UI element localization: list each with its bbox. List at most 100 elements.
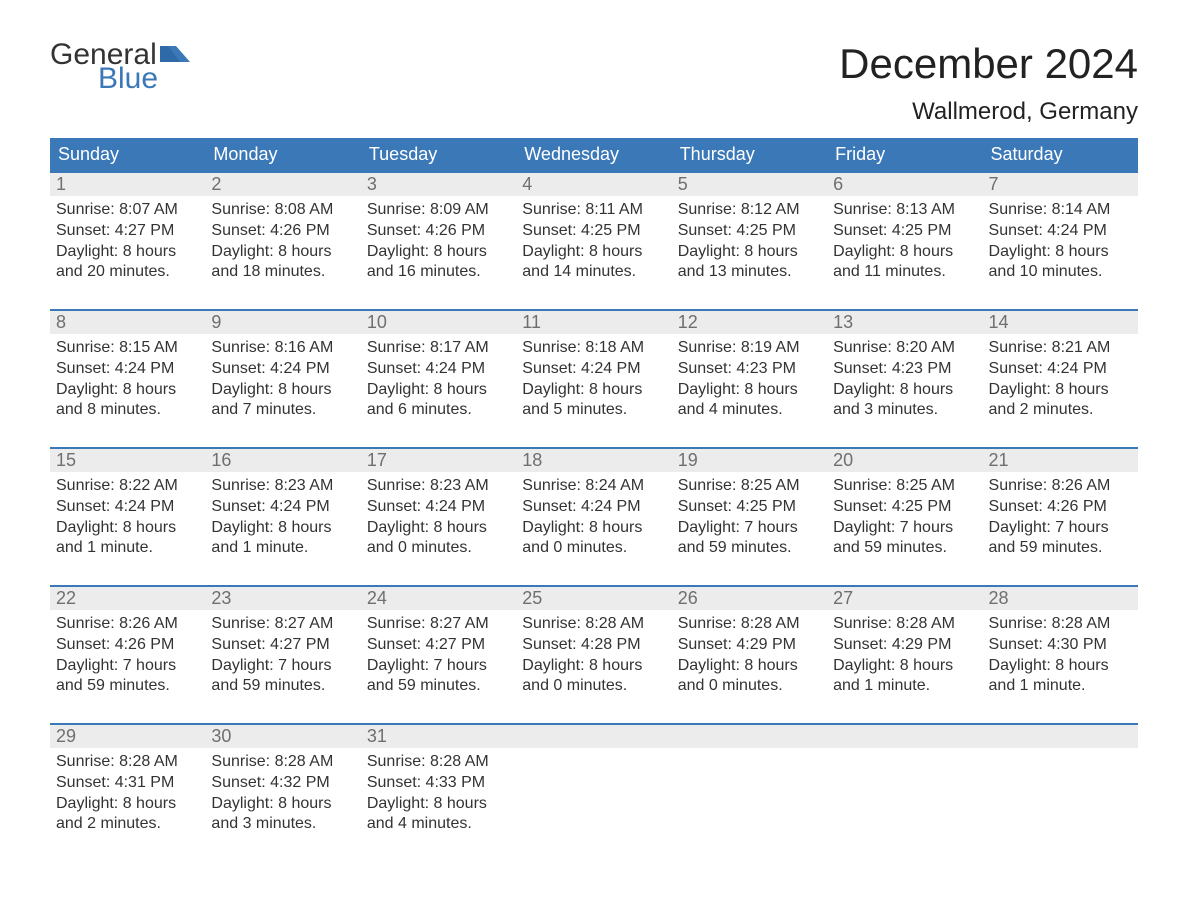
day-content: Sunrise: 8:28 AMSunset: 4:33 PMDaylight:…: [361, 748, 516, 835]
sunset-line: Sunset: 4:23 PM: [833, 359, 976, 380]
sunset-line: Sunset: 4:24 PM: [56, 359, 199, 380]
sunset-line: Sunset: 4:24 PM: [522, 359, 665, 380]
daylight-line: Daylight: 8 hours and 3 minutes.: [211, 794, 354, 836]
daylight-line: Daylight: 8 hours and 3 minutes.: [833, 380, 976, 422]
day-cell: 31Sunrise: 8:28 AMSunset: 4:33 PMDayligh…: [361, 725, 516, 843]
sunrise-line: Sunrise: 8:28 AM: [833, 614, 976, 635]
sunset-line: Sunset: 4:26 PM: [367, 221, 510, 242]
sunrise-line: Sunrise: 8:28 AM: [56, 752, 199, 773]
day-cell: 4Sunrise: 8:11 AMSunset: 4:25 PMDaylight…: [516, 173, 671, 291]
day-number: 14: [983, 311, 1138, 334]
daylight-line: Daylight: 8 hours and 13 minutes.: [678, 242, 821, 284]
daylight-line: Daylight: 8 hours and 1 minute.: [833, 656, 976, 698]
sunrise-line: Sunrise: 8:19 AM: [678, 338, 821, 359]
daylight-line: Daylight: 8 hours and 0 minutes.: [522, 656, 665, 698]
day-content: Sunrise: 8:27 AMSunset: 4:27 PMDaylight:…: [361, 610, 516, 697]
day-number: 23: [205, 587, 360, 610]
day-number: 25: [516, 587, 671, 610]
day-number: 13: [827, 311, 982, 334]
sunset-line: Sunset: 4:24 PM: [56, 497, 199, 518]
day-cell: 8Sunrise: 8:15 AMSunset: 4:24 PMDaylight…: [50, 311, 205, 429]
sunrise-line: Sunrise: 8:20 AM: [833, 338, 976, 359]
day-content: Sunrise: 8:28 AMSunset: 4:30 PMDaylight:…: [983, 610, 1138, 697]
sunrise-line: Sunrise: 8:25 AM: [678, 476, 821, 497]
day-cell: 27Sunrise: 8:28 AMSunset: 4:29 PMDayligh…: [827, 587, 982, 705]
sunset-line: Sunset: 4:24 PM: [211, 497, 354, 518]
sunrise-line: Sunrise: 8:21 AM: [989, 338, 1132, 359]
day-cell: 7Sunrise: 8:14 AMSunset: 4:24 PMDaylight…: [983, 173, 1138, 291]
daylight-line: Daylight: 8 hours and 4 minutes.: [678, 380, 821, 422]
day-content: Sunrise: 8:07 AMSunset: 4:27 PMDaylight:…: [50, 196, 205, 283]
weekday-header-cell: Monday: [205, 138, 360, 173]
day-number: 2: [205, 173, 360, 196]
sunset-line: Sunset: 4:25 PM: [833, 497, 976, 518]
day-cell: .: [983, 725, 1138, 843]
sunrise-line: Sunrise: 8:28 AM: [211, 752, 354, 773]
day-number: 8: [50, 311, 205, 334]
sunrise-line: Sunrise: 8:23 AM: [367, 476, 510, 497]
sunrise-line: Sunrise: 8:13 AM: [833, 200, 976, 221]
daylight-line: Daylight: 7 hours and 59 minutes.: [678, 518, 821, 560]
day-content: Sunrise: 8:26 AMSunset: 4:26 PMDaylight:…: [983, 472, 1138, 559]
sunset-line: Sunset: 4:25 PM: [678, 221, 821, 242]
day-cell: 26Sunrise: 8:28 AMSunset: 4:29 PMDayligh…: [672, 587, 827, 705]
weekday-header-cell: Tuesday: [361, 138, 516, 173]
day-content: Sunrise: 8:23 AMSunset: 4:24 PMDaylight:…: [361, 472, 516, 559]
day-number: 29: [50, 725, 205, 748]
daylight-line: Daylight: 8 hours and 0 minutes.: [678, 656, 821, 698]
week-row: 29Sunrise: 8:28 AMSunset: 4:31 PMDayligh…: [50, 723, 1138, 843]
daylight-line: Daylight: 8 hours and 18 minutes.: [211, 242, 354, 284]
day-number: 3: [361, 173, 516, 196]
sunset-line: Sunset: 4:24 PM: [989, 359, 1132, 380]
daylight-line: Daylight: 8 hours and 0 minutes.: [522, 518, 665, 560]
sunrise-line: Sunrise: 8:24 AM: [522, 476, 665, 497]
day-number: 24: [361, 587, 516, 610]
day-cell: 10Sunrise: 8:17 AMSunset: 4:24 PMDayligh…: [361, 311, 516, 429]
sunrise-line: Sunrise: 8:16 AM: [211, 338, 354, 359]
day-number: 1: [50, 173, 205, 196]
day-content: Sunrise: 8:17 AMSunset: 4:24 PMDaylight:…: [361, 334, 516, 421]
day-content: Sunrise: 8:28 AMSunset: 4:31 PMDaylight:…: [50, 748, 205, 835]
day-content: Sunrise: 8:25 AMSunset: 4:25 PMDaylight:…: [827, 472, 982, 559]
sunrise-line: Sunrise: 8:09 AM: [367, 200, 510, 221]
day-cell: 14Sunrise: 8:21 AMSunset: 4:24 PMDayligh…: [983, 311, 1138, 429]
day-number: 28: [983, 587, 1138, 610]
sunrise-line: Sunrise: 8:07 AM: [56, 200, 199, 221]
day-cell: 19Sunrise: 8:25 AMSunset: 4:25 PMDayligh…: [672, 449, 827, 567]
sunset-line: Sunset: 4:28 PM: [522, 635, 665, 656]
daylight-line: Daylight: 8 hours and 1 minute.: [56, 518, 199, 560]
day-content: Sunrise: 8:16 AMSunset: 4:24 PMDaylight:…: [205, 334, 360, 421]
sunset-line: Sunset: 4:24 PM: [367, 497, 510, 518]
day-content: Sunrise: 8:20 AMSunset: 4:23 PMDaylight:…: [827, 334, 982, 421]
sunset-line: Sunset: 4:25 PM: [833, 221, 976, 242]
sunrise-line: Sunrise: 8:23 AM: [211, 476, 354, 497]
logo-word-blue: Blue: [98, 64, 158, 94]
day-number: 10: [361, 311, 516, 334]
weekday-header-row: SundayMondayTuesdayWednesdayThursdayFrid…: [50, 138, 1138, 173]
daylight-line: Daylight: 8 hours and 14 minutes.: [522, 242, 665, 284]
day-number: 7: [983, 173, 1138, 196]
sunrise-line: Sunrise: 8:17 AM: [367, 338, 510, 359]
day-number: 26: [672, 587, 827, 610]
sunset-line: Sunset: 4:27 PM: [56, 221, 199, 242]
daylight-line: Daylight: 7 hours and 59 minutes.: [211, 656, 354, 698]
sunrise-line: Sunrise: 8:26 AM: [56, 614, 199, 635]
sunset-line: Sunset: 4:24 PM: [522, 497, 665, 518]
sunset-line: Sunset: 4:29 PM: [833, 635, 976, 656]
day-cell: 24Sunrise: 8:27 AMSunset: 4:27 PMDayligh…: [361, 587, 516, 705]
sunrise-line: Sunrise: 8:14 AM: [989, 200, 1132, 221]
logo: General Blue: [50, 40, 190, 94]
week-row: 8Sunrise: 8:15 AMSunset: 4:24 PMDaylight…: [50, 309, 1138, 429]
day-cell: .: [672, 725, 827, 843]
calendar: SundayMondayTuesdayWednesdayThursdayFrid…: [50, 138, 1138, 843]
day-content: Sunrise: 8:28 AMSunset: 4:29 PMDaylight:…: [827, 610, 982, 697]
day-cell: 28Sunrise: 8:28 AMSunset: 4:30 PMDayligh…: [983, 587, 1138, 705]
day-cell: 25Sunrise: 8:28 AMSunset: 4:28 PMDayligh…: [516, 587, 671, 705]
day-number: .: [672, 725, 827, 748]
day-cell: 22Sunrise: 8:26 AMSunset: 4:26 PMDayligh…: [50, 587, 205, 705]
day-content: Sunrise: 8:25 AMSunset: 4:25 PMDaylight:…: [672, 472, 827, 559]
sunset-line: Sunset: 4:26 PM: [56, 635, 199, 656]
day-content: Sunrise: 8:14 AMSunset: 4:24 PMDaylight:…: [983, 196, 1138, 283]
day-cell: 1Sunrise: 8:07 AMSunset: 4:27 PMDaylight…: [50, 173, 205, 291]
sunrise-line: Sunrise: 8:11 AM: [522, 200, 665, 221]
